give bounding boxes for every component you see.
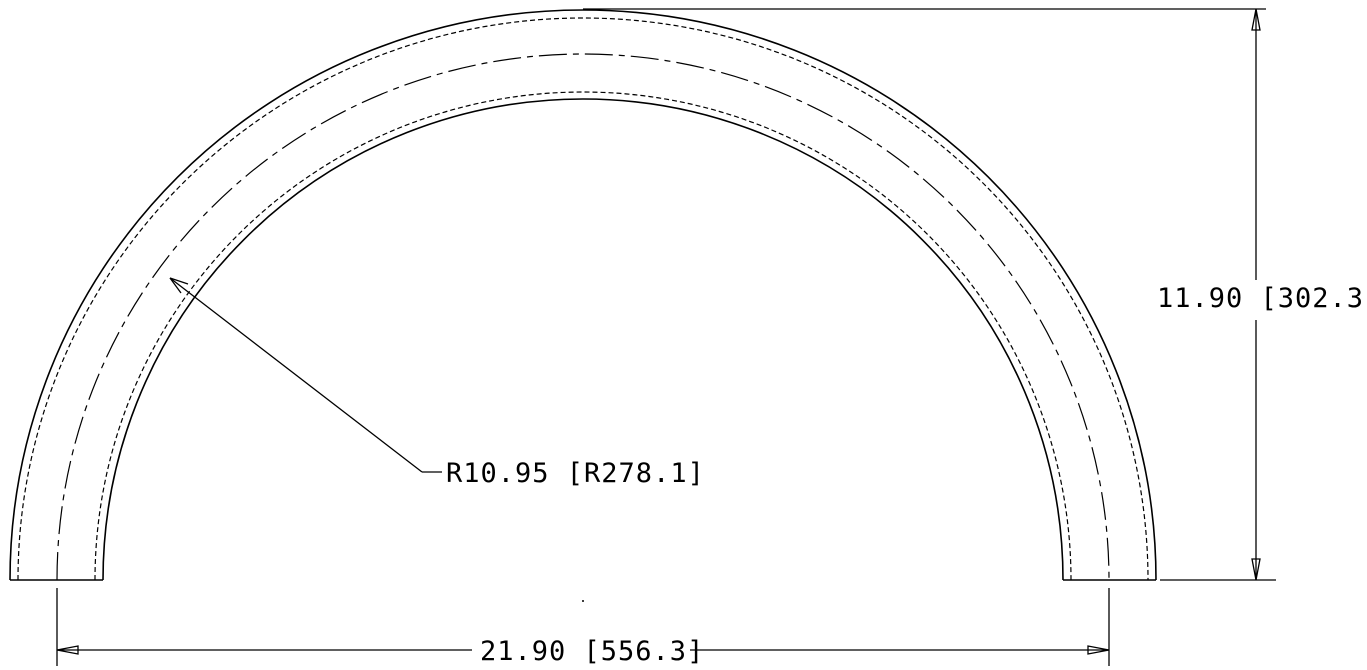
arch-inner-edge (102, 98, 1064, 581)
radius-label: R10.95 [R278.1] (446, 458, 705, 489)
width-arrow-right (1087, 645, 1110, 655)
height-label: 11.90 [302.3] (1157, 283, 1367, 314)
height-dimension: 11.90 [302.3] (583, 8, 1367, 581)
radius-arrowhead (169, 277, 189, 294)
width-label: 21.90 [556.3] (480, 636, 704, 667)
arch-outer-edge (9, 9, 1157, 581)
height-arrow-top (1251, 8, 1261, 31)
arch-part (9, 9, 1157, 602)
arch-centerline (56, 53, 1110, 581)
radius-leader-line (169, 277, 423, 473)
arch-inner-hidden-line (94, 91, 1072, 581)
width-arrow-left (56, 645, 79, 655)
arch-outer-hidden-line (17, 17, 1149, 581)
center-point (582, 600, 584, 602)
radius-dimension: R10.95 [R278.1] (169, 277, 705, 489)
height-arrow-bottom (1251, 558, 1261, 581)
width-dimension: 21.90 [556.3] (56, 588, 1110, 667)
